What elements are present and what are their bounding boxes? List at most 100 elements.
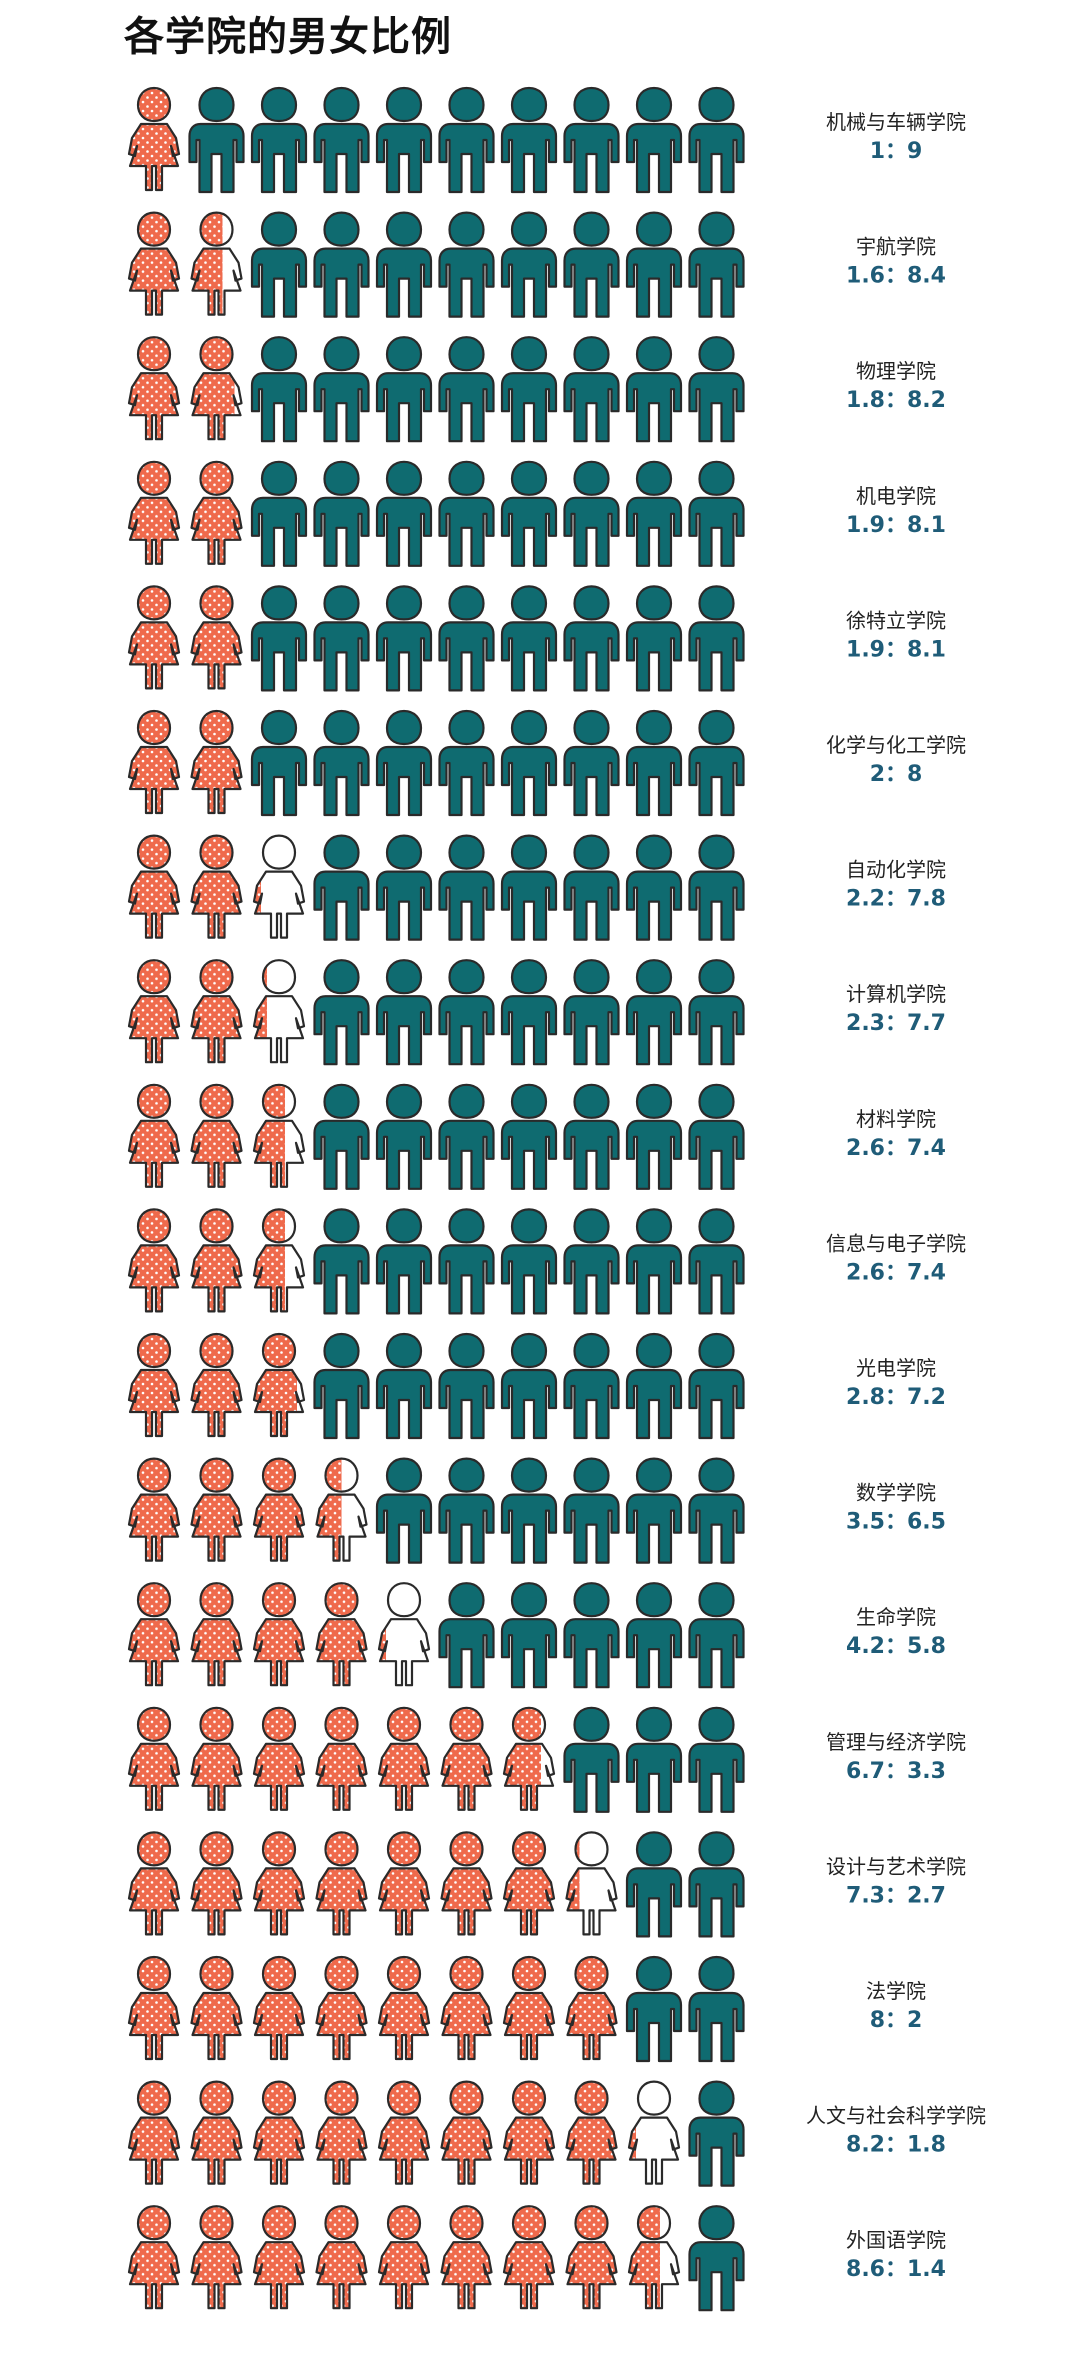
- male-icon: [625, 460, 683, 567]
- female-icon: [377, 2080, 431, 2185]
- female-icon: [502, 2205, 556, 2310]
- male-icon: [250, 585, 308, 692]
- male-icon: [500, 460, 558, 567]
- partial-female-icon: [565, 1831, 618, 1936]
- female-icon: [502, 2080, 556, 2185]
- department-label: 生命学院: [856, 1605, 936, 1629]
- male-icon: [625, 1457, 683, 1564]
- male-icon: [313, 585, 370, 692]
- female-icon: [252, 1955, 306, 2061]
- female-icon: [190, 1208, 243, 1313]
- department-label: 自动化学院: [846, 858, 946, 882]
- male-icon: [375, 585, 433, 692]
- ratio-label: 2.6：7.4: [846, 1136, 946, 1161]
- department-label: 物理学院: [856, 359, 936, 383]
- male-icon: [313, 460, 370, 567]
- male-icon: [625, 1831, 683, 1938]
- male-icon: [563, 1457, 620, 1564]
- male-icon: [313, 1083, 370, 1190]
- male-icon: [313, 86, 370, 194]
- chart-row: 信息与电子学院 2.6：7.4: [127, 1208, 966, 1315]
- male-icon: [500, 585, 558, 692]
- department-label: 法学院: [866, 1979, 926, 2003]
- partial-female-icon: [190, 585, 243, 690]
- female-icon: [565, 2205, 618, 2310]
- male-icon: [438, 1582, 495, 1689]
- partial-female-icon: [315, 1457, 368, 1562]
- female-icon: [127, 1582, 181, 1687]
- male-icon: [688, 709, 745, 817]
- male-icon: [313, 959, 370, 1066]
- department-label: 计算机学院: [846, 982, 946, 1006]
- department-label: 数学学院: [856, 1481, 936, 1505]
- female-icon: [190, 2080, 243, 2185]
- department-label: 材料学院: [856, 1107, 936, 1131]
- male-icon: [188, 86, 245, 194]
- male-icon: [625, 1582, 683, 1689]
- department-label: 人文与社会科学学院: [806, 2104, 986, 2128]
- female-icon: [315, 1706, 368, 1811]
- female-icon: [127, 1706, 181, 1811]
- female-icon: [127, 1083, 181, 1188]
- male-icon: [688, 1955, 745, 2063]
- female-icon: [315, 1955, 368, 2061]
- department-label: 外国语学院: [846, 2228, 946, 2252]
- male-icon: [500, 709, 558, 817]
- male-icon: [688, 336, 745, 443]
- female-icon: [127, 86, 181, 192]
- female-icon: [127, 2080, 181, 2185]
- chart-row: 数学学院 3.5：6.5: [127, 1457, 946, 1564]
- male-icon: [313, 1208, 370, 1315]
- female-icon: [127, 585, 181, 690]
- male-icon: [438, 585, 495, 692]
- ratio-label: 8：2: [870, 2008, 923, 2033]
- male-icon: [500, 336, 558, 443]
- male-icon: [375, 959, 433, 1066]
- chart-row: 徐特立学院 1.9：8.1: [127, 585, 946, 692]
- male-icon: [438, 1332, 495, 1440]
- male-icon: [500, 1208, 558, 1315]
- male-icon: [500, 86, 558, 194]
- male-icon: [438, 211, 495, 318]
- male-icon: [500, 1582, 558, 1689]
- male-icon: [688, 1706, 745, 1813]
- partial-female-icon: [190, 336, 243, 441]
- female-icon: [315, 2205, 368, 2310]
- partial-female-icon: [252, 834, 306, 939]
- partial-female-icon: [627, 2080, 681, 2185]
- female-icon: [190, 1457, 243, 1562]
- partial-female-icon: [627, 2205, 681, 2310]
- male-icon: [625, 1955, 683, 2063]
- male-icon: [563, 336, 620, 443]
- female-icon: [127, 834, 181, 939]
- male-icon: [438, 1208, 495, 1315]
- female-icon: [440, 1831, 493, 1936]
- chart-row: 生命学院 4.2：5.8: [127, 1582, 946, 1689]
- female-icon: [127, 959, 181, 1064]
- male-icon: [625, 1208, 683, 1315]
- female-icon: [252, 1831, 306, 1936]
- male-icon: [250, 460, 308, 567]
- male-icon: [438, 1083, 495, 1190]
- ratio-label: 1.6：8.4: [846, 264, 946, 289]
- male-icon: [250, 336, 308, 443]
- chart-row: 计算机学院 2.3：7.7: [127, 959, 946, 1066]
- male-icon: [563, 1582, 620, 1689]
- male-icon: [438, 709, 495, 817]
- department-label: 光电学院: [856, 1356, 936, 1380]
- male-icon: [313, 336, 370, 443]
- male-icon: [688, 211, 745, 318]
- male-icon: [563, 1208, 620, 1315]
- partial-female-icon: [252, 959, 306, 1064]
- female-icon: [190, 1955, 243, 2061]
- female-icon: [190, 1582, 243, 1687]
- male-icon: [375, 460, 433, 567]
- chart-row: 人文与社会科学学院 8.2：1.8: [127, 2080, 986, 2187]
- female-icon: [190, 959, 243, 1064]
- male-icon: [625, 211, 683, 318]
- male-icon: [250, 86, 308, 194]
- partial-female-icon: [252, 1332, 306, 1438]
- female-icon: [565, 1955, 618, 2061]
- ratio-label: 8.2：1.8: [846, 2133, 946, 2158]
